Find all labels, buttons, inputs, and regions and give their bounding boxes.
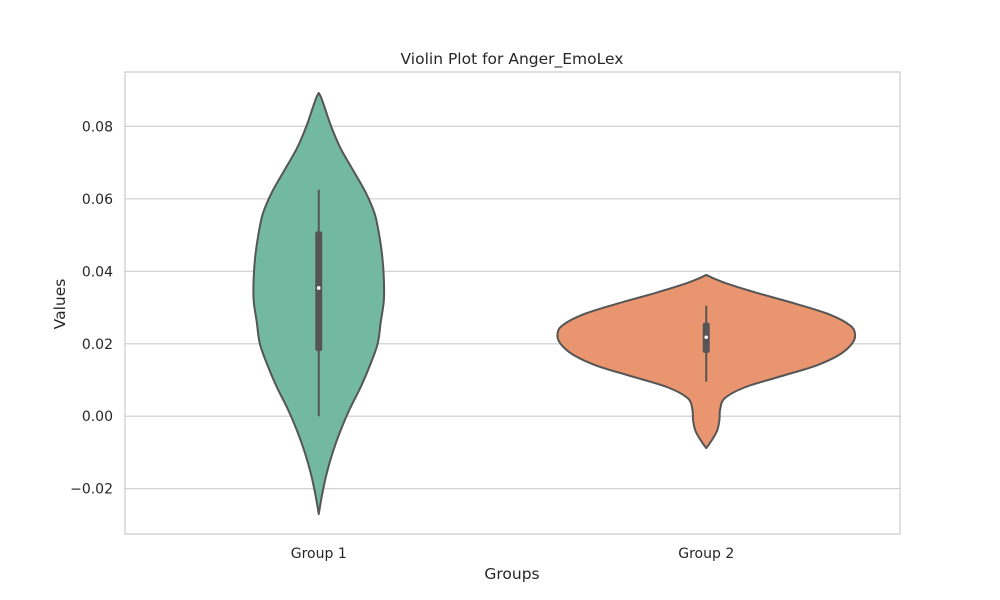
y-tick-labels: −0.02 0.00 0.02 0.04 0.06 0.08 (70, 119, 113, 497)
median-marker (704, 335, 709, 340)
y-tick-label: 0.02 (82, 337, 113, 353)
y-tick-label: 0.00 (82, 409, 113, 425)
y-tick-label: 0.06 (82, 192, 113, 208)
y-tick-label: 0.04 (82, 264, 113, 280)
plot-frame (124, 71, 901, 535)
y-tick-label: −0.02 (70, 482, 113, 498)
violin-2 (556, 273, 857, 450)
x-tick-label: Group 2 (678, 546, 734, 562)
violins (252, 92, 857, 516)
x-axis-label: Groups (484, 565, 539, 583)
median-marker (316, 286, 321, 290)
iqr-box (315, 231, 323, 352)
x-tick-labels: Group 1 Group 2 (291, 546, 734, 562)
x-tick-label: Group 1 (291, 546, 347, 562)
chart-title: Violin Plot for Anger_EmoLex (401, 50, 624, 69)
y-axis-label: Values (51, 279, 69, 330)
violin-1 (252, 92, 386, 516)
y-tick-label: 0.08 (82, 119, 113, 135)
